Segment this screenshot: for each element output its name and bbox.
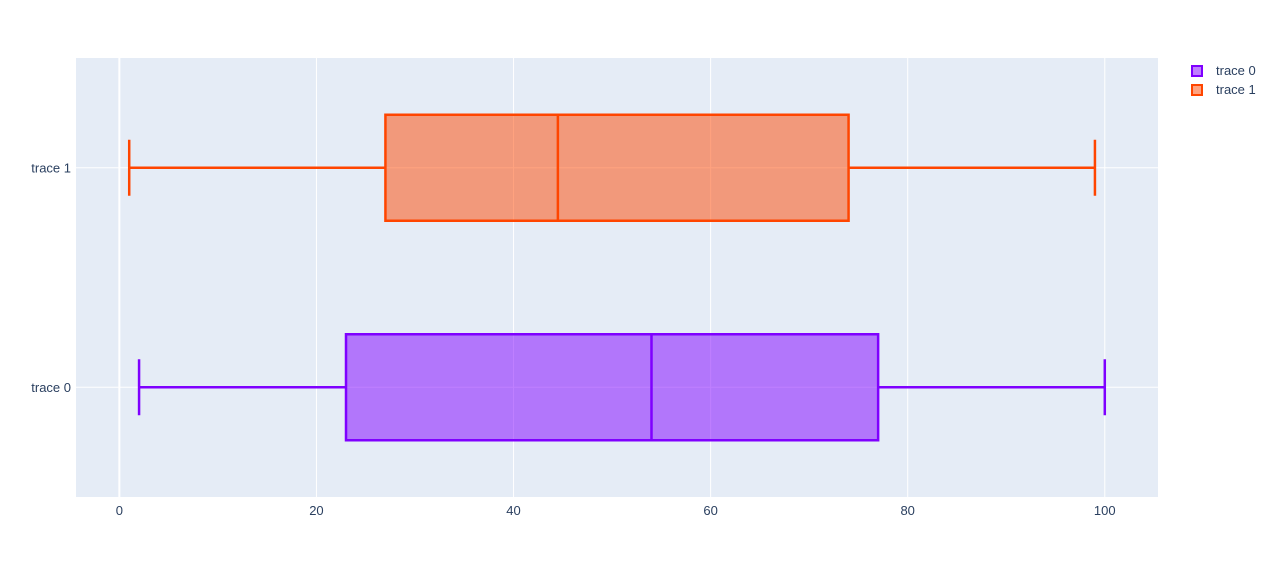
x-tick-label: 100 — [1094, 503, 1116, 518]
x-tick-label: 0 — [116, 503, 123, 518]
legend-item-trace-0[interactable]: trace 0 — [1191, 63, 1256, 79]
legend-swatch-icon — [1191, 84, 1203, 96]
x-tick-label: 60 — [703, 503, 717, 518]
x-tick-label: 20 — [309, 503, 323, 518]
box-trace-1[interactable] — [127, 113, 1097, 222]
legend-label: trace 1 — [1216, 82, 1256, 97]
x-tick-label: 40 — [506, 503, 520, 518]
legend-label: trace 0 — [1216, 63, 1256, 78]
box-trace-0[interactable] — [137, 333, 1107, 442]
iqr-box[interactable] — [384, 113, 850, 222]
legend-swatch-icon — [1191, 65, 1203, 77]
iqr-box[interactable] — [344, 333, 880, 442]
y-tick-label: trace 1 — [31, 160, 71, 175]
y-tick-label: trace 0 — [31, 380, 71, 395]
legend: trace 0 trace 1 — [1191, 63, 1256, 98]
legend-item-trace-1[interactable]: trace 1 — [1191, 82, 1256, 98]
x-tick-label: 80 — [900, 503, 914, 518]
